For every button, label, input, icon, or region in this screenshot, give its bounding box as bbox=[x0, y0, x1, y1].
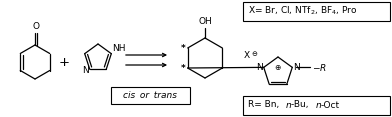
Text: *: * bbox=[181, 64, 186, 73]
Text: N: N bbox=[293, 63, 300, 72]
Text: n: n bbox=[316, 101, 322, 110]
FancyBboxPatch shape bbox=[243, 95, 390, 115]
Text: OH: OH bbox=[198, 17, 212, 26]
Text: cis  or  trans: cis or trans bbox=[116, 91, 177, 99]
Text: O: O bbox=[33, 22, 40, 31]
Text: X: X bbox=[244, 51, 250, 60]
Text: n: n bbox=[286, 101, 292, 110]
Text: NH: NH bbox=[113, 44, 126, 53]
FancyBboxPatch shape bbox=[111, 86, 191, 104]
Text: N: N bbox=[256, 63, 263, 72]
FancyBboxPatch shape bbox=[243, 2, 390, 20]
Text: +: + bbox=[58, 55, 69, 68]
Text: -Bu,: -Bu, bbox=[291, 101, 310, 110]
Text: N: N bbox=[82, 66, 89, 75]
Text: X= Br, Cl, NTf$_2$, BF$_4$, Pro: X= Br, Cl, NTf$_2$, BF$_4$, Pro bbox=[248, 5, 358, 17]
Text: *: * bbox=[181, 44, 186, 53]
Text: -Oct: -Oct bbox=[321, 101, 340, 110]
Text: $-$R: $-$R bbox=[312, 62, 327, 73]
Text: R= Bn,: R= Bn, bbox=[248, 101, 281, 110]
Text: $\ominus$: $\ominus$ bbox=[251, 49, 258, 57]
Text: $\oplus$: $\oplus$ bbox=[274, 62, 282, 71]
